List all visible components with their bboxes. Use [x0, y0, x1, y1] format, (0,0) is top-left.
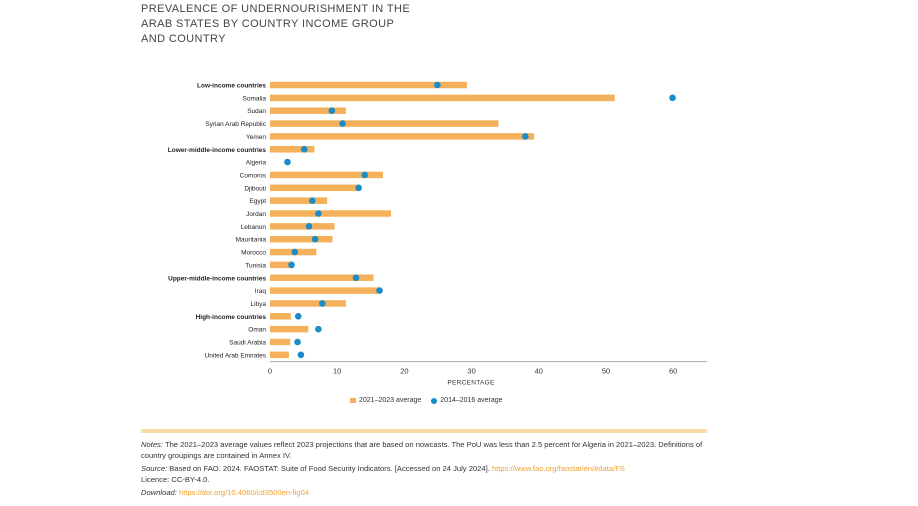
- point-2014-2016: [361, 171, 369, 179]
- title-line-1: PREVALENCE OF UNDERNOURISHMENT IN THE: [141, 3, 411, 15]
- x-tick-label: 20: [400, 367, 408, 376]
- bar-2021-2023: [270, 81, 467, 89]
- category-label: Lower-middle-income countries: [168, 147, 267, 154]
- bar-2021-2023: [270, 133, 535, 140]
- category-label: Upper-middle-income countries: [168, 275, 266, 282]
- point-2014-2016: [339, 120, 346, 127]
- x-tick-label: 40: [535, 367, 543, 376]
- point-2014-2016: [319, 300, 326, 307]
- point-2014-2016: [315, 325, 322, 333]
- legend-dot-label: 2014–2016 average: [440, 397, 503, 404]
- legend-bar-swatch: [350, 398, 356, 403]
- bar-2021-2023: [270, 274, 374, 281]
- category-label: Low-income countries: [197, 83, 266, 90]
- bar-2021-2023: [270, 107, 346, 114]
- title-line-3: AND COUNTRY: [141, 33, 226, 45]
- point-2014-2016: [291, 248, 299, 256]
- download-label: Download:: [141, 488, 177, 497]
- point-2014-2016: [288, 261, 295, 269]
- point-2014-2016: [294, 338, 301, 346]
- point-2014-2016: [294, 313, 302, 320]
- notes-paragraph: Notes: The 2021–2023 average values refl…: [141, 440, 711, 461]
- point-2014-2016: [297, 351, 305, 359]
- bar-2021-2023: [270, 325, 309, 333]
- category-label: Djibouti: [244, 185, 266, 192]
- bar-2021-2023: [270, 223, 335, 230]
- legend-bar-label: 2021–2023 average: [359, 397, 422, 404]
- category-label: High-income countries: [196, 314, 267, 321]
- bar-2021-2023: [270, 171, 383, 179]
- bar-2021-2023: [270, 300, 346, 307]
- x-tick-label: 10: [333, 367, 341, 376]
- bar-2021-2023: [270, 146, 315, 153]
- category-label: Egypt: [249, 198, 266, 205]
- bar-2021-2023: [270, 184, 360, 192]
- title-line-2: ARAB STATES BY COUNTRY INCOME GROUP: [141, 18, 395, 30]
- legend-dot-swatch: [431, 397, 438, 404]
- chart-title: PREVALENCE OF UNDERNOURISHMENT IN THE AR…: [141, 2, 441, 47]
- point-2014-2016: [284, 158, 291, 166]
- bar-2021-2023: [270, 94, 615, 102]
- point-2014-2016: [300, 145, 308, 153]
- bar-2021-2023: [270, 338, 291, 346]
- point-2014-2016: [376, 287, 383, 294]
- bar-2021-2023: [270, 197, 328, 204]
- category-label: Yemen: [246, 134, 266, 141]
- category-label: Morocco: [241, 250, 266, 257]
- category-label: Somalia: [243, 95, 267, 102]
- point-2014-2016: [522, 133, 529, 140]
- category-label: Jordan: [246, 211, 266, 218]
- category-label: Tunisia: [245, 262, 266, 269]
- point-2014-2016: [355, 184, 363, 192]
- separator-rule: [141, 429, 707, 433]
- category-label: Iraq: [255, 288, 267, 295]
- point-2014-2016: [315, 210, 322, 217]
- legend-item-dot: 2014–2016 average: [431, 397, 503, 404]
- point-2014-2016: [311, 235, 319, 243]
- point-2014-2016: [669, 94, 676, 102]
- download-paragraph: Download: https://doi.org/10.4060/cd3500…: [141, 488, 711, 499]
- point-2014-2016: [309, 197, 316, 204]
- bar-2021-2023: [270, 313, 291, 320]
- x-axis-title: PERCENTAGE: [447, 380, 495, 387]
- notes-block: Notes: The 2021–2023 average values refl…: [141, 440, 711, 502]
- source-paragraph: Source: Based on FAO. 2024. FAOSTAT: Sui…: [141, 464, 711, 485]
- point-2014-2016: [434, 81, 441, 89]
- x-tick-label: 50: [602, 367, 610, 376]
- source-label: Source:: [141, 464, 168, 473]
- category-label: Oman: [248, 327, 266, 334]
- source-text: Based on FAO. 2024. FAOSTAT: Suite of Fo…: [169, 464, 490, 473]
- category-label: Saudi Arabia: [229, 340, 266, 347]
- category-label: Syrian Arab Republic: [205, 121, 266, 128]
- bar-2021-2023: [270, 120, 499, 127]
- category-label: Algeria: [246, 160, 267, 167]
- category-label: Sudan: [247, 108, 266, 115]
- chart-legend: 2021–2023 average 2014–2016 average: [350, 397, 503, 404]
- category-label: Libya: [250, 301, 266, 308]
- source-link[interactable]: https://www.fao.org/faostat/en/#data/FS: [491, 464, 625, 473]
- bar-2021-2023: [270, 235, 333, 243]
- bar-2021-2023: [270, 261, 294, 269]
- licence-text: Licence: CC-BY-4.0.: [141, 474, 210, 484]
- category-label: United Arab Emirates: [205, 352, 267, 359]
- bar-chart: 0 10 20 30 40 50 60 PERCENTAGE Low-income countr…: [168, 81, 707, 387]
- bar-2021-2023: [270, 351, 289, 359]
- x-tick-label: 60: [669, 367, 677, 376]
- legend-item-bar: 2021–2023 average: [350, 397, 421, 404]
- bar-2021-2023: [270, 210, 391, 217]
- category-label: Comoros: [240, 172, 267, 179]
- point-2014-2016: [328, 107, 336, 114]
- point-2014-2016: [305, 223, 313, 230]
- notes-label: Notes:: [141, 440, 163, 449]
- x-tick-label: 30: [467, 367, 475, 376]
- x-tick-label: 0: [268, 367, 272, 376]
- category-label: Lebanon: [241, 224, 267, 231]
- bar-2021-2023: [270, 287, 380, 294]
- category-label: Mauritania: [236, 237, 267, 244]
- download-link[interactable]: https://doi.org/10.4060/cd3500en-fig04: [179, 488, 310, 497]
- notes-text: The 2021–2023 average values reflect 202…: [141, 440, 703, 460]
- point-2014-2016: [352, 274, 360, 282]
